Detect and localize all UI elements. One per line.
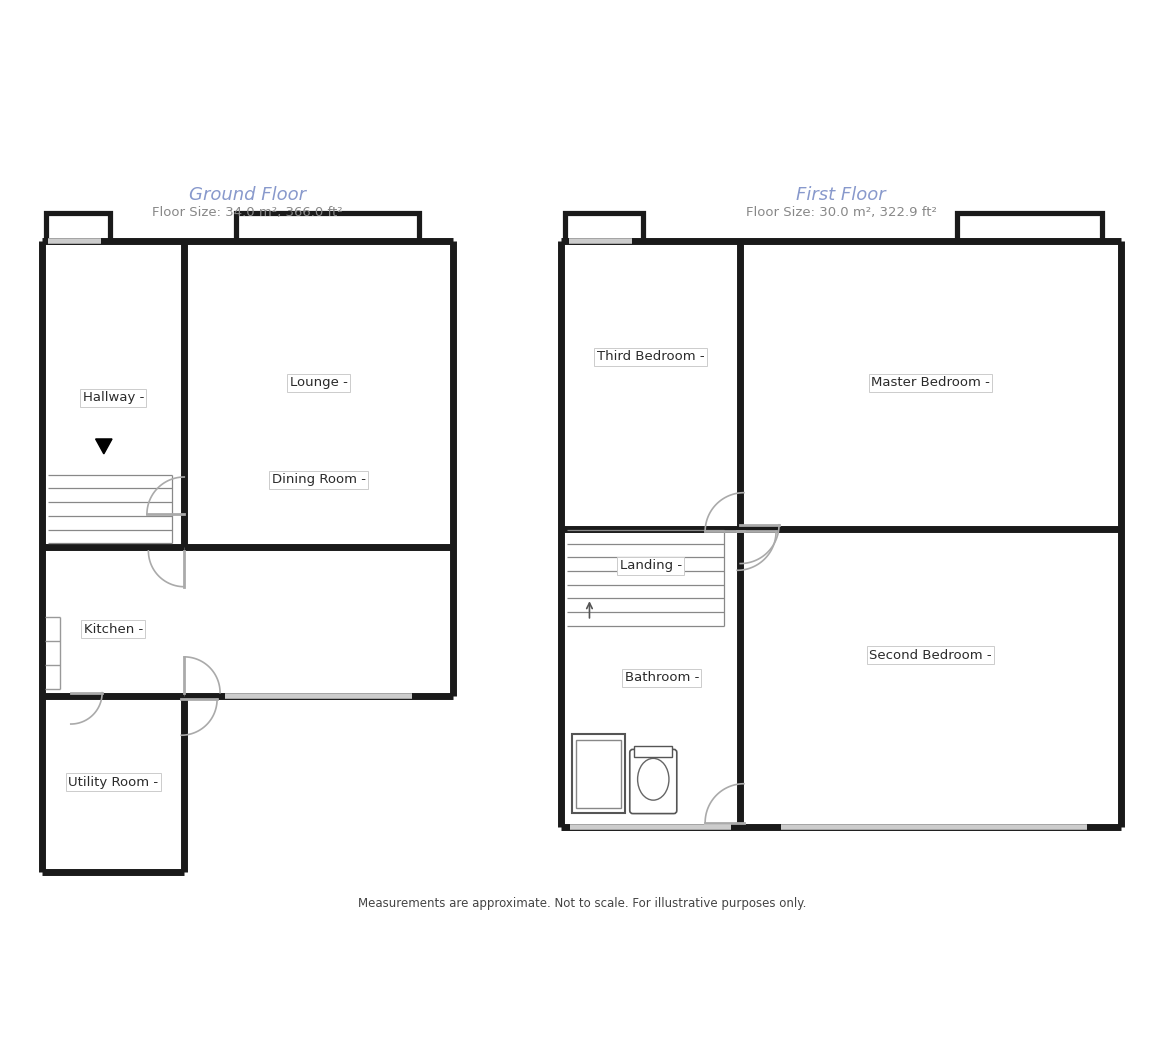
Text: Utility Room -: Utility Room -	[69, 776, 159, 789]
Bar	[572, 735, 626, 813]
FancyBboxPatch shape	[630, 749, 677, 814]
Polygon shape	[96, 439, 112, 453]
Polygon shape	[957, 212, 1102, 241]
Polygon shape	[237, 212, 419, 241]
Bar	[634, 745, 672, 757]
Text: Bathroom -: Bathroom -	[624, 671, 699, 684]
Ellipse shape	[637, 758, 669, 800]
Text: Measurements are approximate. Not to scale. For illustrative purposes only.: Measurements are approximate. Not to sca…	[358, 897, 806, 910]
Text: Hallway -: Hallway -	[83, 391, 144, 405]
Text: Dining Room -: Dining Room -	[272, 474, 365, 486]
Text: Lounge -: Lounge -	[289, 376, 348, 389]
Text: Ground Floor: Ground Floor	[189, 186, 306, 204]
Polygon shape	[47, 212, 110, 241]
Bar	[576, 740, 621, 808]
Text: Second Bedroom -: Second Bedroom -	[869, 649, 992, 662]
Text: Landing -: Landing -	[620, 559, 682, 572]
Polygon shape	[565, 212, 643, 241]
Text: Third Bedroom -: Third Bedroom -	[596, 350, 705, 364]
Text: Floor Size: 34.0 m², 366.0 ft²: Floor Size: 34.0 m², 366.0 ft²	[153, 206, 343, 219]
Text: Floor Size: 30.0 m², 322.9 ft²: Floor Size: 30.0 m², 322.9 ft²	[746, 206, 936, 219]
Text: Kitchen -: Kitchen -	[84, 623, 144, 635]
Text: Master Bedroom -: Master Bedroom -	[871, 376, 990, 389]
Text: First Floor: First Floor	[796, 186, 886, 204]
